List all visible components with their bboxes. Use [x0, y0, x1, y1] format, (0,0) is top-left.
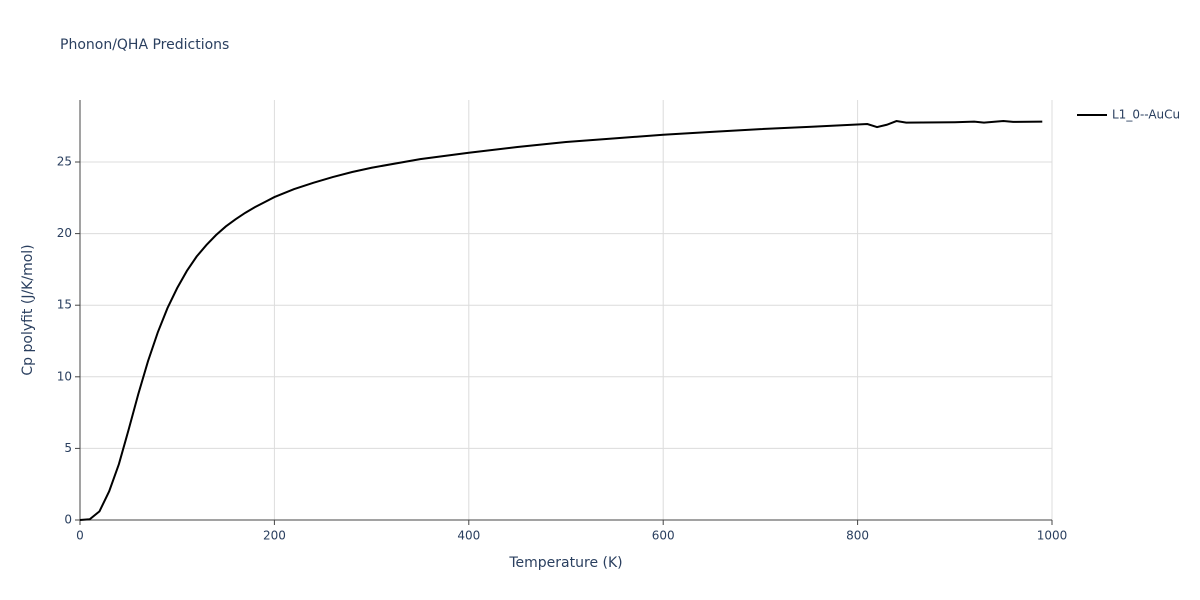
y-axis-title: Cp polyfit (J/K/mol) — [20, 244, 36, 375]
y-tick-label: 5 — [64, 441, 72, 455]
data-line — [79, 120, 1043, 521]
y-tick-label: 20 — [57, 226, 72, 240]
x-tick-label: 1000 — [1037, 529, 1068, 543]
y-tick-label: 0 — [64, 513, 72, 527]
x-tick-label: 200 — [263, 529, 286, 543]
y-tick-label: 10 — [57, 369, 72, 383]
y-tick-label: 25 — [57, 155, 72, 169]
chart-title: Phonon/QHA Predictions — [60, 37, 229, 53]
x-tick-label: 400 — [457, 529, 480, 543]
x-tick-label: 600 — [652, 529, 675, 543]
x-axis-title: Temperature (K) — [508, 555, 622, 571]
legend-label: L1_0--AuCu — [1112, 108, 1180, 122]
y-tick-label: 15 — [57, 298, 72, 312]
x-tick-label: 800 — [846, 529, 869, 543]
x-tick-label: 0 — [76, 529, 84, 543]
